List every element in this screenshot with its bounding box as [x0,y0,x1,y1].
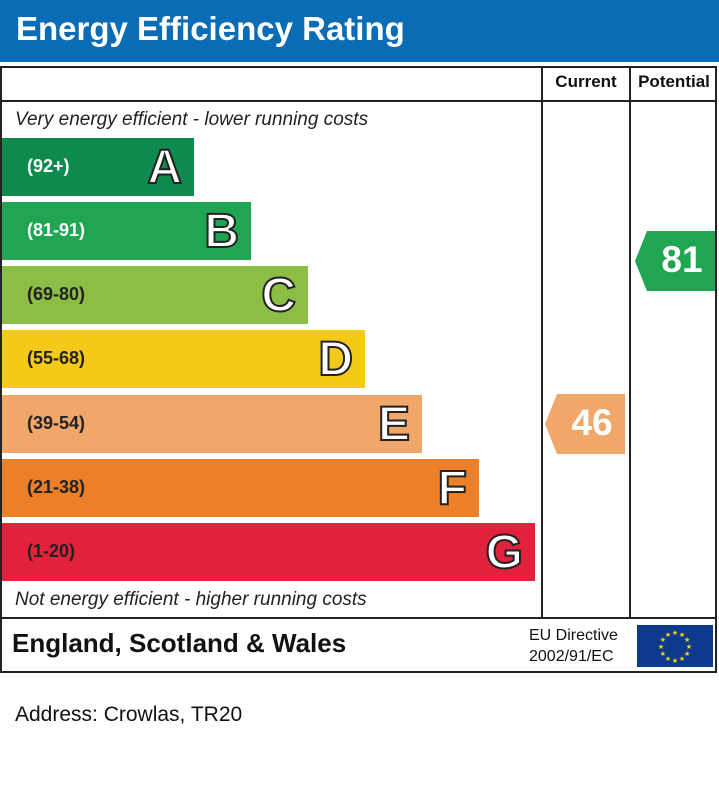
band-letter: B [203,204,240,259]
top-note: Very energy efficient - lower running co… [15,109,369,130]
band-range-label: (55-68) [27,348,86,368]
band-b: (81-91) B [2,202,251,260]
directive-line-2: 2002/91/EC [529,648,614,665]
eu-star-icon: ★ [679,655,685,663]
eu-star-icon: ★ [686,643,692,651]
eu-star-icon: ★ [684,636,690,644]
potential-column-header: Potential [638,72,710,91]
band-range-label: (92+) [27,156,70,176]
band-letter: G [485,525,524,580]
eu-star-icon: ★ [660,636,666,644]
current-column-header: Current [555,72,617,91]
eu-star-icon: ★ [660,650,666,658]
eu-star-icon: ★ [672,629,678,637]
band-letter: E [377,397,411,452]
band-letter: F [437,461,468,516]
band-c: (69-80) C [2,266,308,324]
current-rating-arrow: 46 [545,394,625,454]
eu-star-icon: ★ [684,650,690,658]
band-range-label: (1-20) [27,541,76,561]
footer-divider [0,617,717,619]
rating-frame [0,66,717,673]
eu-flag-icon: ★ ★ ★ ★ ★ ★ ★ ★ ★ ★ ★ ★ [637,625,713,667]
eu-star-icon: ★ [679,631,685,639]
address-text: Address: Crowlas, TR20 [15,703,243,726]
band-range-label: (81-91) [27,220,86,240]
band-f: (21-38) F [2,459,479,517]
potential-rating-arrow: 81 [635,231,715,291]
band-letter: C [260,268,297,323]
band-d: (55-68) D [2,330,365,388]
directive-line-1: EU Directive [529,627,618,644]
eu-star-icon: ★ [658,643,664,651]
band-range-label: (39-54) [27,413,86,433]
band-g: (1-20) G [2,523,535,581]
current-rating-value: 46 [571,402,613,443]
current-column-divider [541,66,543,619]
region-label: England, Scotland & Wales [12,628,347,658]
bottom-note: Not energy efficient - higher running co… [15,589,367,610]
page-title: Energy Efficiency Rating [16,10,405,47]
band-range-label: (69-80) [27,284,86,304]
eu-star-icon: ★ [665,631,671,639]
potential-column-divider [629,66,631,619]
band-letter: A [146,140,183,195]
header-divider [0,100,717,102]
band-e: (39-54) E [2,395,422,453]
eu-star-icon: ★ [672,657,678,665]
header-bar: Energy Efficiency Rating [0,0,719,62]
eu-star-icon: ★ [665,655,671,663]
band-a: (92+) A [2,138,194,196]
band-range-label: (21-38) [27,477,86,497]
potential-rating-value: 81 [661,239,703,280]
band-letter: D [317,332,354,387]
